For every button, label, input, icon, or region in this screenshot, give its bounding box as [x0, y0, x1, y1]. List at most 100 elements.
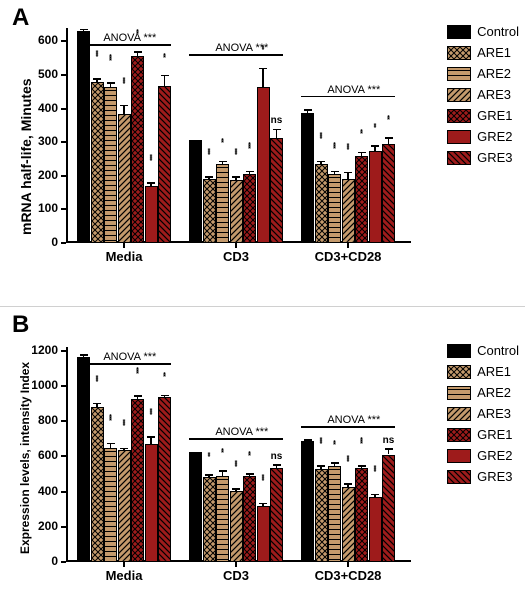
sig-label: * * *: [228, 151, 245, 157]
ytick-label: 0: [24, 554, 58, 568]
sig-label: * * *: [255, 477, 272, 483]
anova-bracket: [77, 363, 171, 365]
sig-label: * * *: [143, 411, 160, 417]
bar-cd3-gre2: [257, 506, 270, 562]
ytick-label: 1200: [24, 343, 58, 357]
sig-label: * * *: [89, 378, 106, 384]
legend-label-gre3: GRE3: [477, 150, 512, 165]
bar-cd3-cd28-gre2: [369, 497, 382, 562]
legend-swatch-gre1: [447, 109, 471, 123]
legend-label-control: Control: [477, 343, 519, 358]
panel-a: A 0100200300400500600MediaANOVA **** * *…: [0, 0, 525, 307]
legend-swatch-are2: [447, 386, 471, 400]
anova-label: ANOVA ***: [327, 414, 380, 426]
panel-b: B 020040060080010001200MediaANOVA **** *…: [0, 307, 525, 614]
group-label: CD3: [189, 568, 283, 583]
bar-media-are1: [91, 407, 104, 562]
panel-b-plot: 020040060080010001200MediaANOVA **** * *…: [66, 347, 411, 562]
bar-media-gre1: [131, 399, 144, 562]
group-label: CD3+CD28: [301, 568, 395, 583]
legend-label-gre2: GRE2: [477, 129, 512, 144]
bar-cd3-cd28-are3: [342, 179, 355, 243]
legend-b: ControlARE1ARE2ARE3GRE1GRE2GRE3: [447, 343, 519, 490]
bar-media-are1: [91, 82, 104, 243]
legend-label-gre3: GRE3: [477, 469, 512, 484]
sig-label: * * *: [353, 440, 370, 446]
legend-label-are2: ARE2: [477, 66, 511, 81]
bar-cd3-are1: [203, 179, 216, 243]
sig-label: * * *: [129, 370, 146, 376]
legend-a: Control ARE1 ARE2 ARE3 GRE1 GRE2 GRE3: [447, 24, 519, 171]
bar-cd3-cd28-control: [301, 113, 314, 243]
sig-label: * * *: [340, 458, 357, 464]
legend-entry-are1: ARE1: [447, 45, 519, 60]
legend-swatch-control: [447, 344, 471, 358]
legend-label-gre1: GRE1: [477, 108, 512, 123]
panel-b-ylabel: Expression levels, intensity Index: [18, 362, 32, 554]
bar-cd3-are2: [216, 164, 229, 243]
bar-cd3-cd28-are3: [342, 487, 355, 562]
legend-label-are2: ARE2: [477, 385, 511, 400]
legend-swatch-are1: [447, 46, 471, 60]
ytick-label: 0: [24, 235, 58, 249]
legend-swatch-are3: [447, 407, 471, 421]
legend-entry-are2: ARE2: [447, 66, 519, 81]
bar-cd3-cd28-gre1: [355, 156, 368, 243]
legend-entry-control: Control: [447, 24, 519, 39]
bar-cd3-cd28-are2: [328, 174, 341, 243]
bar-cd3-gre3: [270, 138, 283, 243]
sig-label: ns: [380, 436, 397, 446]
sig-label: * * *: [102, 57, 119, 63]
bar-cd3-gre1: [243, 476, 256, 562]
sig-label: * * *: [241, 145, 258, 151]
bar-cd3-cd28-gre2: [369, 151, 382, 243]
bar-cd3-are3: [230, 180, 243, 243]
bar-media-are3: [118, 114, 131, 243]
bar-media-are2: [104, 448, 117, 562]
legend-entry-gre1: GRE1: [447, 108, 519, 123]
group-label: Media: [77, 249, 171, 264]
bar-cd3-gre3: [270, 468, 283, 562]
bar-cd3-cd28-gre3: [382, 455, 395, 563]
sig-label: * *: [201, 455, 218, 459]
sig-label: * *: [214, 141, 231, 145]
sig-label: * *: [326, 443, 343, 447]
bar-cd3-cd28-are1: [315, 164, 328, 243]
anova-bracket: [77, 44, 171, 46]
bar-cd3-cd28-control: [301, 441, 314, 562]
legend-entry-are2: ARE2: [447, 385, 519, 400]
legend-entry-control: Control: [447, 343, 519, 358]
bar-cd3-cd28-gre3: [382, 144, 395, 243]
legend-swatch-gre1: [447, 428, 471, 442]
sig-label: * * *: [313, 135, 330, 141]
bar-cd3-gre1: [243, 174, 256, 243]
anova-bracket: [301, 96, 395, 98]
legend-swatch-gre2: [447, 130, 471, 144]
ytick-label: 600: [24, 33, 58, 47]
bar-cd3-cd28-are2: [328, 466, 341, 562]
legend-label-control: Control: [477, 24, 519, 39]
legend-entry-gre3: GRE3: [447, 150, 519, 165]
anova-label: ANOVA ***: [327, 84, 380, 96]
sig-label: ns: [268, 452, 285, 462]
legend-swatch-gre3: [447, 151, 471, 165]
bar-cd3-are3: [230, 491, 243, 562]
legend-entry-are3: ARE3: [447, 87, 519, 102]
sig-label: * *: [353, 132, 370, 136]
bar-cd3-are2: [216, 476, 229, 562]
legend-label-gre1: GRE1: [477, 427, 512, 442]
sig-label: * * *: [201, 151, 218, 157]
legend-swatch-control: [447, 25, 471, 39]
sig-label: * * *: [340, 146, 357, 152]
group-label: Media: [77, 568, 171, 583]
legend-entry-gre2: GRE2: [447, 129, 519, 144]
legend-label-gre2: GRE2: [477, 448, 512, 463]
bar-media-gre3: [158, 86, 171, 243]
panel-a-ylabel: mRNA half-life, Minutes: [18, 78, 34, 235]
legend-label-are1: ARE1: [477, 364, 511, 379]
bar-media-control: [77, 357, 90, 562]
anova-bracket: [189, 438, 283, 440]
legend-swatch-are3: [447, 88, 471, 102]
sig-label: * * *: [143, 157, 160, 163]
anova-label: ANOVA ***: [103, 351, 156, 363]
